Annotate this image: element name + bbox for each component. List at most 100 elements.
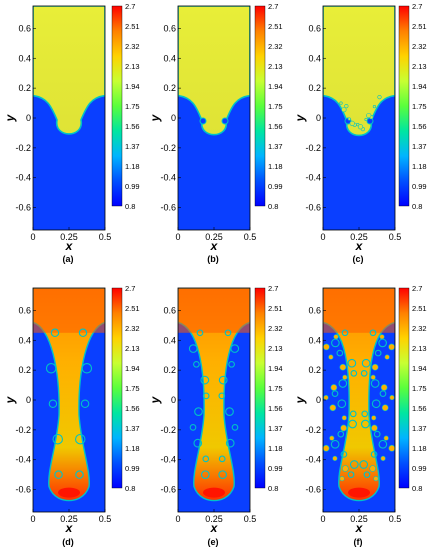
shear-roll bbox=[80, 399, 90, 408]
colorbar-label: 1.56 bbox=[268, 122, 283, 131]
heavy-jet bbox=[178, 288, 250, 502]
colorbar-label: 0.8 bbox=[268, 484, 278, 493]
colorbar-label: 2.7 bbox=[125, 284, 135, 293]
y-tick-label: -0.4 bbox=[160, 455, 176, 465]
colorbar-label: 1.75 bbox=[412, 384, 427, 393]
y-tick-label: 0 bbox=[316, 395, 321, 405]
y-tick-label: -0.2 bbox=[15, 425, 31, 435]
colorbar-label: 1.37 bbox=[412, 142, 427, 151]
y-tick-label: 0.6 bbox=[163, 305, 176, 315]
y-tick-label: 0.6 bbox=[308, 23, 321, 33]
shear-roll bbox=[202, 455, 210, 463]
x-axis-label: x bbox=[65, 521, 74, 535]
y-tick-label: 0.2 bbox=[308, 83, 321, 93]
panel-d: 0.6 0.4 0.2 0 -0.2 -0.4 -0.6 0 0.25 0.5 x y 2.7 2.51 2… bbox=[3, 284, 140, 547]
shear-roll bbox=[330, 439, 340, 449]
shear-roll bbox=[54, 470, 63, 479]
y-axis-label: y bbox=[293, 113, 307, 122]
density-field bbox=[178, 6, 250, 230]
shear-roll bbox=[78, 328, 88, 338]
shear-roll bbox=[228, 360, 235, 368]
shear-roll bbox=[349, 410, 357, 418]
panel-c: 0.6 0.4 0.2 0 -0.2 -0.4 -0.6 0 0.25 0.5 x y 2.7 2.51 2… bbox=[293, 2, 427, 264]
mixing-blob bbox=[333, 334, 339, 340]
y-tick-label: 0.4 bbox=[308, 53, 321, 63]
y-tick-label: 0.2 bbox=[18, 83, 31, 93]
panel-b: 0.6 0.4 0.2 0 -0.2 -0.4 -0.6 0 0.25 0.5 x y 2.7 2.51 2… bbox=[148, 2, 283, 264]
breakup-blob bbox=[372, 104, 377, 109]
colorbar-label: 1.37 bbox=[125, 424, 140, 433]
shear-roll bbox=[374, 349, 382, 357]
colorbar-label: 0.8 bbox=[268, 202, 278, 211]
colorbar-label: 1.37 bbox=[268, 142, 283, 151]
mixing-blob bbox=[389, 395, 395, 401]
mixing-blob bbox=[329, 435, 335, 441]
shear-roll bbox=[230, 344, 240, 353]
mixing-blob bbox=[388, 444, 395, 452]
colorbar-label: 2.32 bbox=[412, 324, 427, 333]
shear-roll bbox=[45, 363, 57, 374]
mixing-blob bbox=[371, 363, 379, 371]
y-tick-label: 0.2 bbox=[18, 365, 31, 375]
shear-roll bbox=[347, 358, 357, 368]
colorbar-label: 1.18 bbox=[268, 444, 283, 453]
shear-roll bbox=[340, 451, 348, 458]
colorbar-label: 1.75 bbox=[125, 384, 140, 393]
shear-roll bbox=[189, 424, 197, 431]
mixing-blob bbox=[379, 334, 385, 340]
x-tick-label: 0.25 bbox=[60, 232, 78, 242]
breakup-blob bbox=[339, 101, 343, 105]
shear-roll bbox=[231, 424, 239, 431]
breakup-blob bbox=[344, 104, 349, 109]
shear-roll bbox=[370, 379, 380, 388]
shear-roll bbox=[363, 471, 371, 479]
shear-roll bbox=[369, 329, 377, 337]
y-tick-label: -0.2 bbox=[305, 425, 321, 435]
y-tick-label: 0.2 bbox=[163, 365, 176, 375]
colorbar-label: 1.56 bbox=[125, 122, 140, 131]
shear-roll bbox=[370, 451, 378, 458]
mixing-blob bbox=[323, 343, 330, 351]
colorbar-label: 0.8 bbox=[412, 484, 422, 493]
y-tick-label: -0.2 bbox=[160, 143, 176, 153]
colorbar-label: 0.8 bbox=[125, 484, 135, 493]
density-field bbox=[323, 288, 395, 512]
y-tick-label: -0.4 bbox=[160, 173, 176, 183]
panel-caption: (e) bbox=[208, 537, 219, 547]
density-field bbox=[33, 288, 105, 512]
colorbar-label: 2.13 bbox=[125, 344, 140, 353]
colorbar-label: 0.8 bbox=[125, 202, 135, 211]
y-tick-label: 0.4 bbox=[18, 335, 31, 345]
panel-caption: (d) bbox=[62, 537, 74, 547]
jet-tip bbox=[348, 487, 370, 498]
heavy-jet bbox=[323, 288, 395, 502]
y-tick-label: 0 bbox=[26, 395, 31, 405]
x-tick-label: 0.25 bbox=[205, 232, 223, 242]
y-tick-label: 0.6 bbox=[18, 23, 31, 33]
colorbar bbox=[398, 287, 410, 489]
jet-core bbox=[178, 288, 250, 333]
shear-roll bbox=[224, 329, 232, 337]
shear-roll bbox=[218, 455, 226, 463]
x-tick-label: 0.25 bbox=[205, 514, 223, 524]
shear-roll bbox=[194, 407, 203, 416]
shear-roll bbox=[349, 460, 359, 469]
shear-roll bbox=[361, 358, 371, 368]
colorbar-label: 1.75 bbox=[268, 102, 283, 111]
y-tick-label: 0.4 bbox=[163, 335, 176, 345]
colorbar-label: 0.99 bbox=[125, 464, 140, 473]
panel-caption: (b) bbox=[207, 254, 219, 264]
x-axis-label: x bbox=[65, 239, 74, 253]
x-tick-label: 0.5 bbox=[99, 514, 112, 524]
colorbar-label: 1.18 bbox=[412, 444, 427, 453]
shear-roll bbox=[331, 390, 339, 397]
jet-core bbox=[33, 288, 105, 333]
breakup-blob bbox=[341, 107, 347, 113]
shear-roll bbox=[218, 470, 228, 480]
y-tick-label: 0.2 bbox=[163, 83, 176, 93]
panel-a: 0.6 0.4 0.2 0 -0.2 -0.4 -0.6 0 0.25 0.5 x y 2.7 2.51 2… bbox=[3, 2, 140, 264]
colorbar-label: 2.7 bbox=[125, 2, 135, 11]
vortex-roll bbox=[221, 117, 229, 125]
y-tick-label: 0.6 bbox=[18, 305, 31, 315]
